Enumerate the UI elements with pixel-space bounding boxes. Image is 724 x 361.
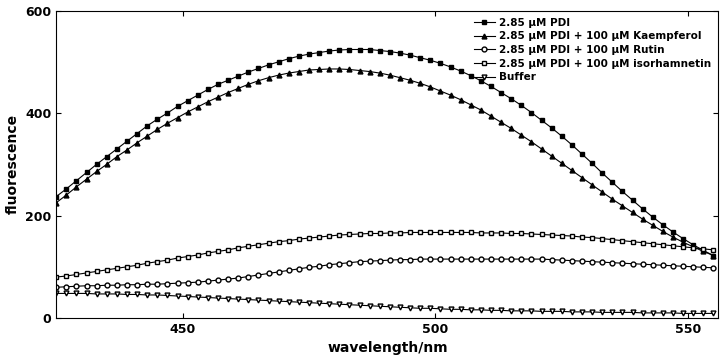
2.85 μM PDI + 100 μM isorhamnetin (214, 249, 222, 253)
2.85 μM PDI + 100 μM Kaempferol (345, 67, 354, 71)
Buffer (709, 311, 717, 316)
2.85 μM PDI + 100 μM isorhamnetin (668, 244, 677, 248)
Buffer (568, 310, 576, 314)
2.85 μM PDI (254, 66, 263, 71)
Y-axis label: fluorescence: fluorescence (6, 114, 20, 214)
2.85 μM PDI (668, 230, 677, 234)
2.85 μM PDI (214, 82, 222, 87)
2.85 μM PDI + 100 μM Kaempferol (709, 253, 717, 258)
2.85 μM PDI + 100 μM Kaempferol (214, 95, 222, 99)
Buffer (335, 302, 344, 306)
2.85 μM PDI + 100 μM Kaempferol (102, 162, 111, 166)
Line: 2.85 μM PDI + 100 μM Rutin: 2.85 μM PDI + 100 μM Rutin (54, 257, 716, 290)
2.85 μM PDI + 100 μM Kaempferol (578, 175, 586, 180)
2.85 μM PDI + 100 μM Rutin (335, 261, 344, 266)
2.85 μM PDI + 100 μM Rutin (254, 273, 263, 277)
Line: 2.85 μM PDI + 100 μM Kaempferol: 2.85 μM PDI + 100 μM Kaempferol (54, 66, 716, 258)
Buffer (254, 298, 263, 302)
2.85 μM PDI (709, 253, 717, 258)
Buffer (214, 296, 222, 300)
2.85 μM PDI + 100 μM isorhamnetin (335, 233, 344, 237)
Line: 2.85 μM PDI: 2.85 μM PDI (54, 47, 716, 258)
Buffer (659, 311, 668, 315)
2.85 μM PDI + 100 μM isorhamnetin (254, 243, 263, 247)
Line: 2.85 μM PDI + 100 μM isorhamnetin: 2.85 μM PDI + 100 μM isorhamnetin (54, 230, 716, 279)
Legend: 2.85 μM PDI, 2.85 μM PDI + 100 μM Kaempferol, 2.85 μM PDI + 100 μM Rutin, 2.85 μ: 2.85 μM PDI, 2.85 μM PDI + 100 μM Kaempf… (472, 16, 713, 84)
X-axis label: wavelength/nm: wavelength/nm (327, 342, 447, 356)
2.85 μM PDI + 100 μM isorhamnetin (52, 275, 61, 279)
2.85 μM PDI + 100 μM isorhamnetin (102, 268, 111, 272)
2.85 μM PDI (102, 155, 111, 159)
2.85 μM PDI + 100 μM Rutin (709, 266, 717, 270)
2.85 μM PDI + 100 μM Kaempferol (254, 79, 263, 83)
2.85 μM PDI + 100 μM isorhamnetin (709, 248, 717, 252)
2.85 μM PDI + 100 μM Kaempferol (668, 235, 677, 239)
2.85 μM PDI + 100 μM Rutin (52, 285, 61, 290)
2.85 μM PDI + 100 μM Rutin (578, 259, 586, 263)
2.85 μM PDI + 100 μM Rutin (102, 283, 111, 287)
2.85 μM PDI + 100 μM Rutin (214, 278, 222, 282)
2.85 μM PDI + 100 μM Kaempferol (325, 67, 334, 71)
2.85 μM PDI + 100 μM Kaempferol (52, 201, 61, 205)
2.85 μM PDI (345, 47, 354, 52)
2.85 μM PDI (335, 48, 344, 52)
2.85 μM PDI + 100 μM isorhamnetin (405, 230, 414, 235)
Buffer (52, 291, 61, 296)
Buffer (102, 292, 111, 296)
2.85 μM PDI (52, 195, 61, 199)
2.85 μM PDI + 100 μM Rutin (668, 264, 677, 268)
Buffer (678, 311, 687, 316)
2.85 μM PDI + 100 μM Rutin (416, 257, 424, 261)
2.85 μM PDI + 100 μM isorhamnetin (578, 235, 586, 239)
Line: Buffer: Buffer (54, 291, 716, 316)
2.85 μM PDI (578, 152, 586, 156)
